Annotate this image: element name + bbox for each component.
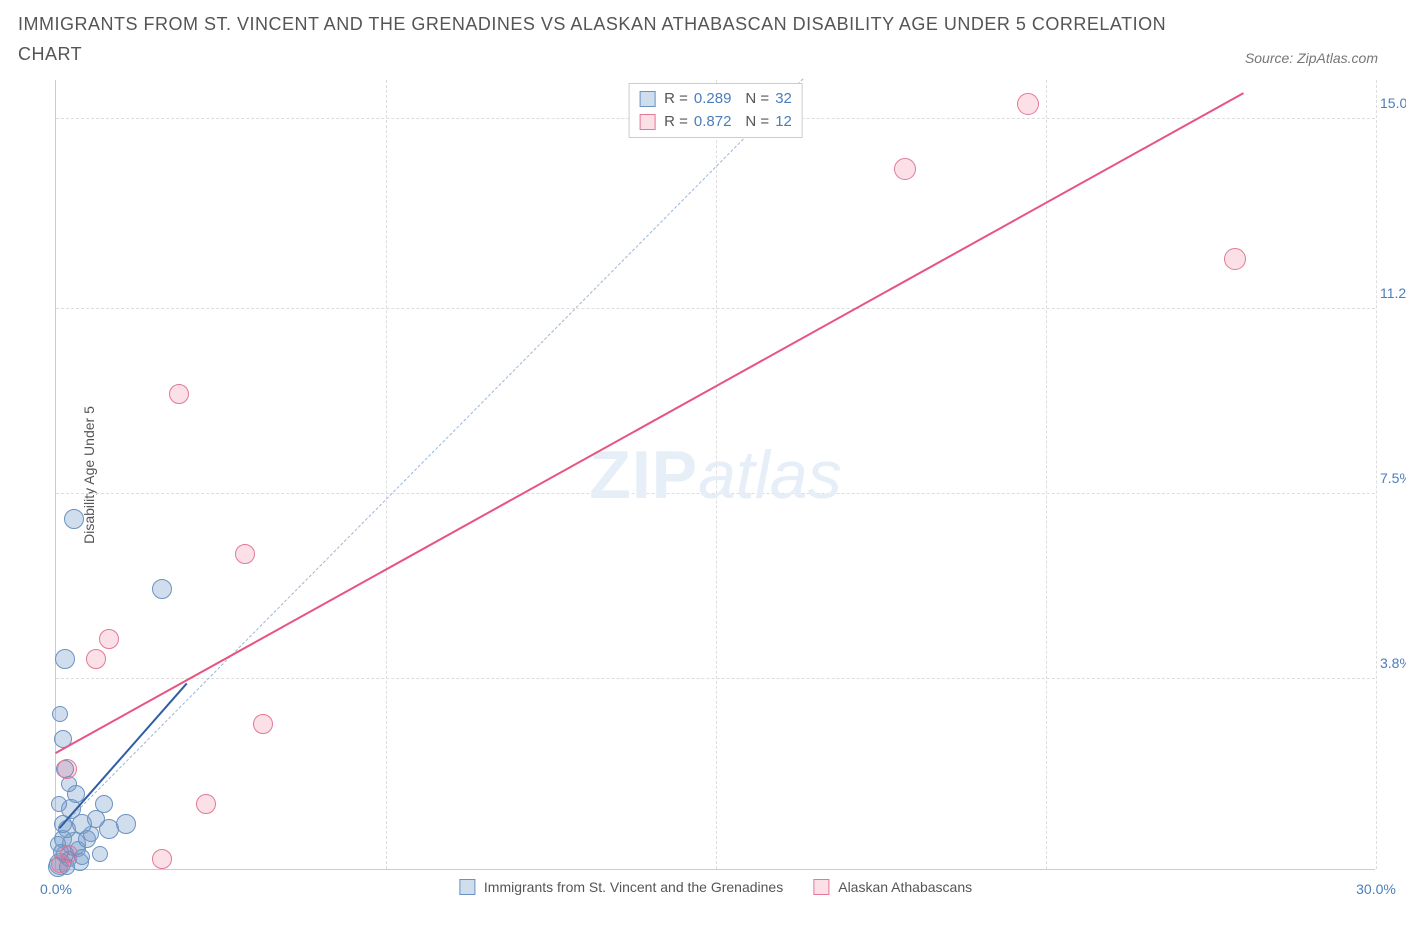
- legend-swatch-icon: [639, 114, 655, 130]
- data-point: [57, 759, 77, 779]
- data-point: [894, 158, 916, 180]
- legend-n-label: N =: [745, 88, 769, 111]
- trend-line: [60, 78, 804, 829]
- legend-r-value: 0.872: [694, 111, 732, 134]
- gridline-v: [386, 80, 387, 869]
- y-tick-label: 3.8%: [1380, 655, 1406, 671]
- trend-line: [59, 683, 188, 829]
- legend-row: R = 0.289 N = 32: [639, 88, 792, 111]
- data-point: [196, 794, 216, 814]
- legend-r-label: R =: [664, 88, 688, 111]
- legend-series-label: Immigrants from St. Vincent and the Gren…: [484, 879, 783, 895]
- data-point: [235, 544, 255, 564]
- legend-correlation: R = 0.289 N = 32 R = 0.872 N = 12: [628, 83, 803, 138]
- chart-title-line-1: IMMIGRANTS FROM ST. VINCENT AND THE GREN…: [18, 14, 1166, 35]
- y-tick-label: 15.0%: [1380, 95, 1406, 111]
- source-label: Source: ZipAtlas.com: [1245, 50, 1378, 66]
- chart-title-line-2: CHART: [18, 44, 82, 65]
- data-point: [55, 649, 75, 669]
- data-point: [51, 796, 67, 812]
- data-point: [1224, 248, 1246, 270]
- legend-series-label: Alaskan Athabascans: [838, 879, 972, 895]
- data-point: [169, 384, 189, 404]
- data-point: [60, 845, 78, 863]
- y-tick-label: 7.5%: [1380, 470, 1406, 486]
- data-point: [52, 706, 68, 722]
- legend-swatch-icon: [639, 91, 655, 107]
- legend-series-item: Alaskan Athabascans: [813, 879, 972, 895]
- legend-r-value: 0.289: [694, 88, 732, 111]
- legend-n-label: N =: [745, 111, 769, 134]
- gridline-v: [1376, 80, 1377, 869]
- data-point: [99, 629, 119, 649]
- legend-swatch-icon: [459, 879, 475, 895]
- data-point: [116, 814, 136, 834]
- x-tick-label: 0.0%: [40, 881, 72, 897]
- legend-swatch-icon: [813, 879, 829, 895]
- y-tick-label: 11.2%: [1380, 285, 1406, 301]
- gridline-v: [1046, 80, 1047, 869]
- data-point: [95, 795, 113, 813]
- scatter-plot: ZIPatlas R =0.289N =32R =0.872N =12 Immi…: [55, 80, 1375, 870]
- legend-r-label: R =: [664, 111, 688, 134]
- legend-series: Immigrants from St. Vincent and the Gren…: [459, 879, 972, 895]
- x-tick-label: 30.0%: [1356, 881, 1396, 897]
- data-point: [92, 846, 108, 862]
- legend-n-value: 32: [775, 88, 792, 111]
- data-point: [64, 509, 84, 529]
- trend-line: [55, 92, 1244, 754]
- legend-n-value: 12: [775, 111, 792, 134]
- legend-row: R = 0.872 N = 12: [639, 111, 792, 134]
- data-point: [253, 714, 273, 734]
- data-point: [86, 649, 106, 669]
- gridline-v: [716, 80, 717, 869]
- data-point: [152, 849, 172, 869]
- legend-series-item: Immigrants from St. Vincent and the Gren…: [459, 879, 783, 895]
- data-point: [83, 826, 99, 842]
- data-point: [152, 579, 172, 599]
- data-point: [1017, 93, 1039, 115]
